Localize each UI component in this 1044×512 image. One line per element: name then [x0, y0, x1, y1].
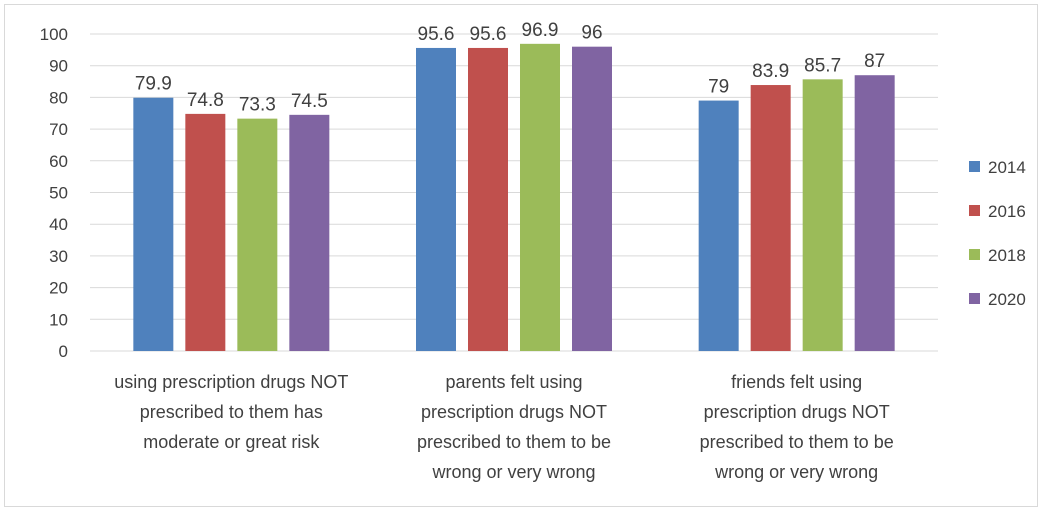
bar-2018-cat-1 [520, 43, 560, 352]
bar-2014-cat-1 [416, 47, 456, 352]
data-label: 85.7 [804, 55, 841, 76]
legend-swatch-2018 [969, 249, 980, 260]
legend: 2014 2016 2018 2020 [969, 158, 1026, 309]
bar-2014-cat-0 [133, 97, 174, 351]
bar-2014-cat-2 [698, 100, 739, 351]
x-category-label: wrong or very wrong [714, 462, 878, 482]
x-category-label: friends felt using [731, 372, 862, 392]
bar-2016-cat-0 [185, 113, 226, 351]
x-category-label: wrong or very wrong [431, 462, 595, 482]
y-axis: 0 10 20 30 40 50 60 70 80 90 100 [40, 25, 68, 361]
y-tick-label: 40 [49, 215, 68, 234]
x-category-label: using prescription drugs NOT [114, 372, 348, 392]
data-label: 95.6 [470, 24, 507, 45]
bar-2016-cat-1 [468, 47, 508, 352]
y-tick-label: 0 [59, 342, 68, 361]
y-tick-label: 20 [49, 279, 68, 298]
y-tick-label: 60 [49, 152, 68, 171]
data-label: 73.3 [239, 95, 276, 116]
data-label: 96.9 [522, 20, 559, 41]
legend-label: 2020 [988, 290, 1026, 309]
gridlines [90, 33, 938, 352]
legend-label: 2014 [988, 158, 1026, 177]
x-axis: using prescription drugs NOT prescribed t… [114, 372, 893, 482]
legend-label: 2016 [988, 202, 1026, 221]
x-category-label: prescription drugs NOT [704, 402, 890, 422]
bar-2018-cat-0 [237, 118, 278, 351]
x-category-label: moderate or great risk [143, 432, 320, 452]
bar-2020-cat-1 [572, 46, 612, 352]
bar-2016-cat-2 [750, 85, 791, 352]
x-category-label: prescribed to them to be [700, 432, 894, 452]
legend-swatch-2016 [969, 205, 980, 216]
y-tick-label: 10 [49, 310, 68, 329]
y-tick-label: 30 [49, 247, 68, 266]
data-labels: 79.9 74.8 73.3 74.5 95.6 95.6 96.9 96 79 83.9 85.7… [135, 20, 885, 116]
bars [133, 43, 895, 352]
x-category-label: prescribed to them to be [417, 432, 611, 452]
data-label: 79.9 [135, 74, 172, 95]
y-tick-label: 100 [40, 25, 68, 44]
data-label: 74.5 [291, 91, 328, 112]
x-category-label: prescription drugs NOT [421, 402, 607, 422]
data-label: 79 [708, 77, 729, 98]
bar-2018-cat-2 [802, 79, 843, 352]
bar-2020-cat-2 [854, 75, 895, 352]
y-tick-label: 90 [49, 57, 68, 76]
x-category-label: prescribed to them has [140, 402, 323, 422]
data-label: 83.9 [752, 61, 789, 82]
x-category-label: parents felt using [445, 372, 582, 392]
y-tick-label: 70 [49, 120, 68, 139]
data-label: 95.6 [418, 24, 455, 45]
data-label: 96 [581, 23, 602, 44]
legend-label: 2018 [988, 246, 1026, 265]
y-tick-label: 80 [49, 88, 68, 107]
data-label: 74.8 [187, 90, 224, 111]
legend-swatch-2020 [969, 293, 980, 304]
bar-2020-cat-0 [289, 114, 330, 352]
y-tick-label: 50 [49, 184, 68, 203]
data-label: 87 [864, 51, 885, 72]
legend-swatch-2014 [969, 161, 980, 172]
